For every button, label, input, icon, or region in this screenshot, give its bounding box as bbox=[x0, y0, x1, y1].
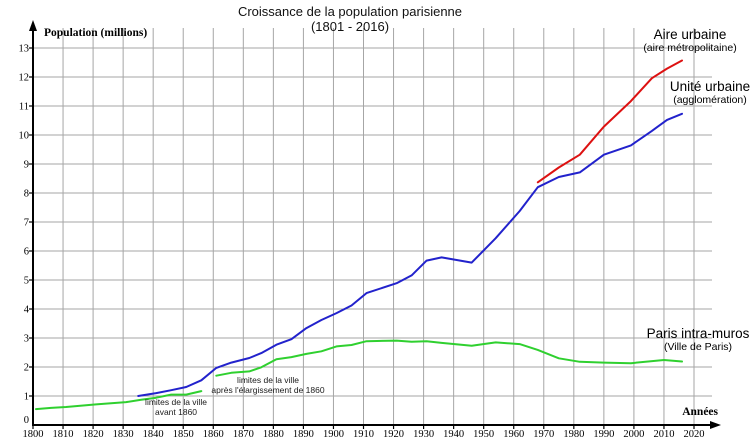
x-tick-label: 1860 bbox=[203, 429, 224, 440]
x-tick-label: 1830 bbox=[113, 429, 134, 440]
annotation-limits-before-1860: limites de la ville avant 1860 bbox=[145, 397, 207, 417]
legend-unite-urbaine-subtitle: (agglomération) bbox=[673, 94, 747, 106]
legend-paris-intra-muros-name: Paris intra-muros bbox=[646, 326, 750, 341]
x-tick-label: 1950 bbox=[473, 429, 494, 440]
x-axis-title: Années bbox=[682, 406, 718, 418]
y-tick-label: 0 bbox=[24, 415, 29, 426]
legend-paris-intra-muros: Paris intra-muros (Ville de Paris) bbox=[646, 326, 750, 354]
series-line-aire-urbaine bbox=[536, 59, 683, 184]
legend-paris-intra-muros-subtitle: (Ville de Paris) bbox=[663, 341, 733, 353]
x-tick-label: 2020 bbox=[684, 429, 705, 440]
chart-title: Croissance de la population parisienne (… bbox=[0, 4, 700, 34]
y-tick-label: 5 bbox=[24, 276, 29, 287]
x-tick-label: 1970 bbox=[533, 429, 554, 440]
legend-unite-urbaine: Unité urbaine (agglomération) bbox=[669, 79, 750, 107]
y-axis-title: Population (millions) bbox=[44, 27, 148, 39]
series-line-paris-intra-muros bbox=[215, 339, 683, 377]
legend-aire-urbaine: Aire urbaine (aire métropolitaine) bbox=[643, 27, 737, 55]
legend-unite-urbaine-name: Unité urbaine bbox=[669, 79, 750, 94]
legend-aire-urbaine-subtitle: (aire métropolitaine) bbox=[643, 42, 737, 54]
y-tick-label: 10 bbox=[19, 131, 30, 142]
annotation-limits-after-1860: limites de la ville après l'élargissemen… bbox=[211, 375, 325, 395]
y-tick-label: 13 bbox=[19, 44, 30, 55]
x-tick-label: 1980 bbox=[563, 429, 584, 440]
chart-title-line1: Croissance de la population parisienne bbox=[237, 4, 463, 19]
series-line-paris-intra-muros bbox=[35, 390, 203, 411]
y-tick-label: 8 bbox=[24, 189, 29, 200]
legend-aire-urbaine-name: Aire urbaine bbox=[653, 27, 727, 42]
y-tick-label: 2 bbox=[24, 363, 29, 374]
series-line-unit-urbaine bbox=[137, 112, 683, 397]
y-tick-label: 6 bbox=[24, 247, 29, 258]
x-tick-label: 1940 bbox=[443, 429, 464, 440]
annotation-limits-after-1860-line2: après l'élargissement de 1860 bbox=[211, 384, 325, 395]
annotation-limits-before-1860-line2: avant 1860 bbox=[154, 406, 198, 417]
y-tick-label: 3 bbox=[24, 334, 29, 345]
x-tick-label: 1920 bbox=[383, 429, 404, 440]
x-tick-label: 2010 bbox=[653, 429, 674, 440]
annotation-limits-before-1860-line1: limites de la ville bbox=[145, 397, 207, 407]
x-axis-arrow bbox=[710, 421, 721, 429]
y-tick-label: 9 bbox=[24, 160, 29, 171]
x-tick-label: 1960 bbox=[503, 429, 524, 440]
annotation-limits-after-1860-line1: limites de la ville bbox=[237, 375, 299, 385]
y-tick-label: 1 bbox=[24, 392, 29, 403]
x-tick-label: 1850 bbox=[173, 429, 194, 440]
x-tick-label: 1820 bbox=[83, 429, 104, 440]
x-tick-label: 1910 bbox=[353, 429, 374, 440]
x-tick-label: 1990 bbox=[593, 429, 614, 440]
y-axis-arrow bbox=[29, 20, 37, 31]
y-tick-label: 12 bbox=[19, 73, 30, 84]
x-tick-label: 1900 bbox=[323, 429, 344, 440]
y-tick-label: 11 bbox=[19, 102, 29, 113]
x-tick-label: 1870 bbox=[233, 429, 254, 440]
chart-title-line2: (1801 - 2016) bbox=[310, 19, 390, 34]
x-tick-label: 1800 bbox=[23, 429, 44, 440]
x-tick-label: 1930 bbox=[413, 429, 434, 440]
y-tick-label: 4 bbox=[24, 305, 30, 316]
x-tick-label: 2000 bbox=[623, 429, 644, 440]
x-tick-label: 1890 bbox=[293, 429, 314, 440]
x-tick-label: 1880 bbox=[263, 429, 284, 440]
y-tick-label: 7 bbox=[24, 218, 29, 229]
x-tick-label: 1840 bbox=[143, 429, 164, 440]
x-tick-label: 1810 bbox=[53, 429, 74, 440]
